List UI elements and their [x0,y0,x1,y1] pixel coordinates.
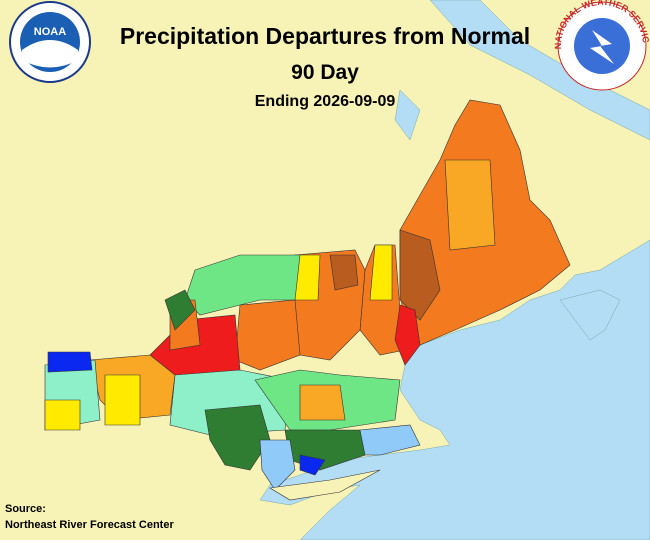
county [104,374,141,426]
counties [44,99,571,501]
county [394,304,421,366]
long-island [269,469,381,501]
county [259,439,296,491]
period: 90 Day [291,61,359,84]
noaa-logo: NOAA [9,1,91,83]
county [329,254,359,291]
county [204,404,271,471]
source: Northeast River Forecast Center [5,519,174,531]
ri [359,424,421,456]
county [444,159,496,251]
ending-date: Ending 2026-09-09 [255,93,396,110]
title: Precipitation Departures from Normal [120,23,530,49]
county [299,454,326,476]
county [369,244,393,301]
county [164,289,196,331]
noaa-text: NOAA [34,26,66,38]
county [44,399,81,431]
county [47,351,93,373]
source-label: Source: [5,503,46,515]
water [259,0,650,540]
county [299,384,346,421]
county [399,229,441,321]
